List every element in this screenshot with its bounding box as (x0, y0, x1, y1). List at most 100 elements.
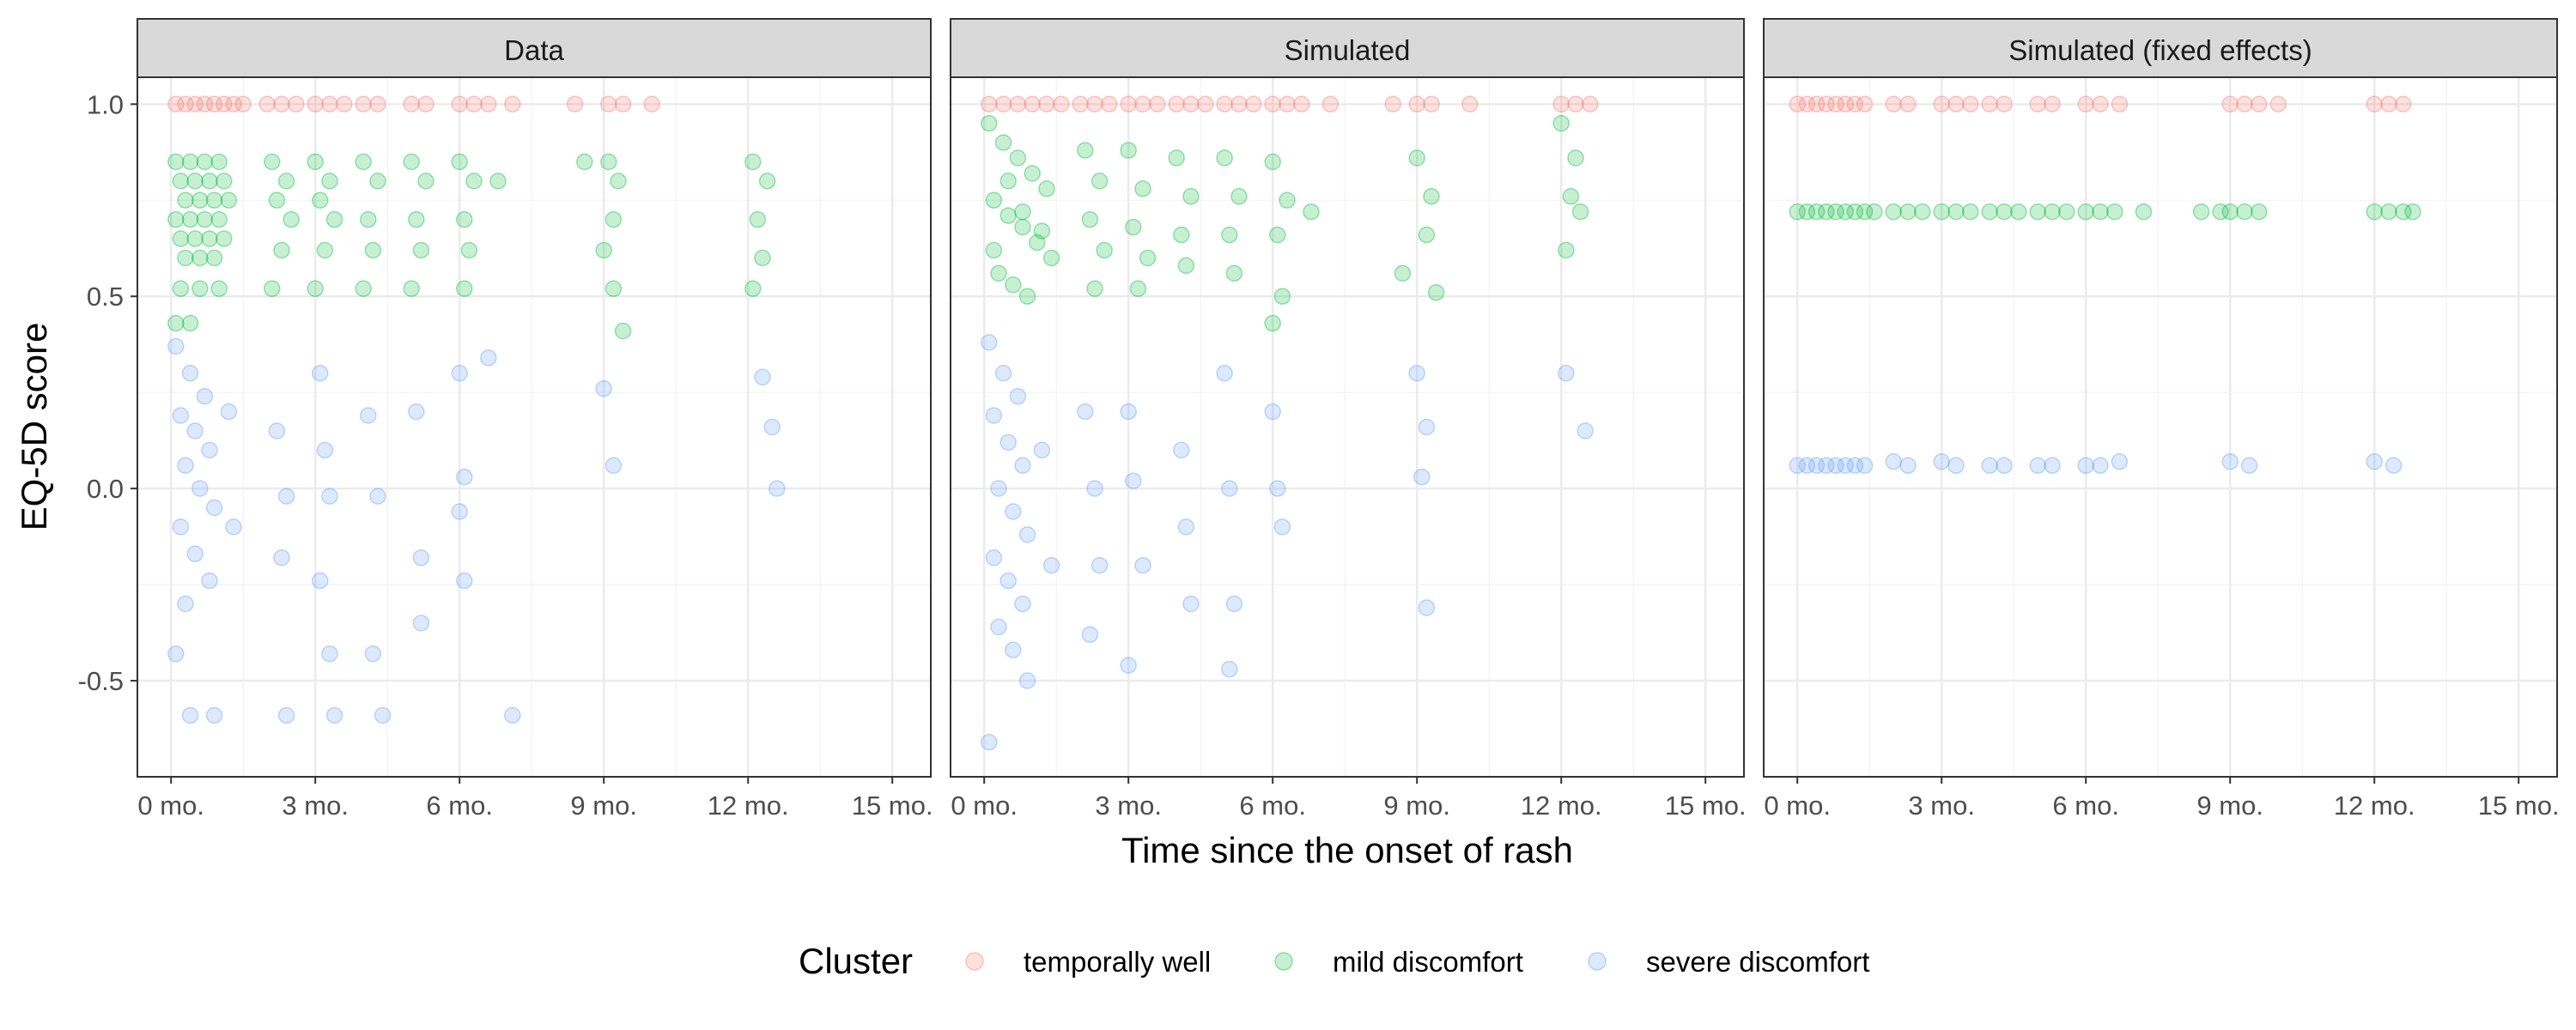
point-temporally-well (614, 95, 632, 113)
point-temporally-well (258, 95, 276, 113)
point-temporally-well (1423, 95, 1440, 113)
point-severe-discomfort (312, 572, 329, 590)
x-tick-label: 9 mo. (2196, 791, 2263, 821)
point-severe-discomfort (1885, 453, 1902, 470)
point-mild-discomfort (316, 241, 334, 259)
panel-background (137, 77, 931, 777)
point-mild-discomfort (456, 280, 473, 298)
point-temporally-well (1149, 95, 1166, 113)
x-tick-label: 12 mo. (2334, 791, 2415, 821)
point-severe-discomfort (451, 503, 468, 520)
point-severe-discomfort (1014, 457, 1031, 475)
point-temporally-well (1245, 95, 1262, 113)
point-temporally-well (417, 95, 434, 113)
point-mild-discomfort (325, 210, 343, 228)
point-temporally-well (403, 95, 420, 113)
point-mild-discomfort (167, 314, 185, 332)
point-temporally-well (1947, 95, 1965, 113)
point-severe-discomfort (1413, 468, 1431, 486)
point-mild-discomfort (1303, 203, 1320, 221)
point-mild-discomfort (1962, 203, 1979, 221)
point-mild-discomfort (1033, 222, 1051, 239)
point-mild-discomfort (1571, 203, 1589, 221)
y-tick-label: 1.0 (87, 89, 124, 119)
point-severe-discomfort (1807, 457, 1826, 475)
point-severe-discomfort (1273, 518, 1291, 536)
point-mild-discomfort (1038, 180, 1055, 197)
point-temporally-well (451, 95, 468, 113)
point-severe-discomfort (1981, 457, 1998, 475)
data-points (1789, 95, 2421, 475)
point-temporally-well (1279, 95, 1296, 113)
point-temporally-well (2269, 95, 2287, 113)
point-mild-discomfort (1552, 114, 1570, 132)
point-mild-discomfort (1899, 203, 1917, 221)
point-mild-discomfort (1885, 203, 1902, 221)
panel-border (1763, 76, 2558, 778)
point-severe-discomfort (167, 337, 185, 355)
point-mild-discomfort (1264, 153, 1281, 171)
point-severe-discomfort (273, 549, 290, 566)
strip-background (1763, 18, 2558, 78)
point-mild-discomfort (2192, 203, 2210, 221)
point-mild-discomfort (172, 280, 190, 298)
point-temporally-well (1009, 95, 1027, 113)
point-mild-discomfort (355, 280, 372, 298)
point-severe-discomfort (1789, 457, 1806, 475)
point-severe-discomfort (985, 549, 1003, 566)
strip-title: Simulated (1285, 34, 1411, 66)
point-severe-discomfort (985, 407, 1003, 424)
point-mild-discomfort (1914, 203, 1931, 221)
point-severe-discomfort (1837, 457, 1854, 475)
point-severe-discomfort (186, 422, 204, 439)
legend-key-mild-discomfort (1274, 952, 1293, 971)
y-axis: 1.0 0.5 0.0 -0.5 (78, 89, 137, 696)
point-mild-discomfort (1096, 241, 1113, 259)
point-temporally-well (321, 95, 338, 113)
gridlines (951, 77, 1744, 777)
point-mild-discomfort (1221, 226, 1238, 244)
x-tick-label: 15 mo. (1665, 791, 1747, 821)
point-mild-discomfort (205, 249, 223, 267)
point-severe-discomfort (2092, 457, 2109, 475)
point-mild-discomfort (1129, 280, 1147, 298)
point-severe-discomfort (364, 645, 382, 663)
legend-label-temporally-well: temporally well (1024, 946, 1211, 978)
x-tick-label: 0 mo. (137, 791, 204, 821)
point-temporally-well (2111, 95, 2129, 113)
point-severe-discomfort (990, 618, 1007, 636)
point-severe-discomfort (412, 549, 430, 566)
point-temporally-well (2044, 95, 2061, 113)
point-severe-discomfort (1827, 457, 1844, 475)
point-temporally-well (225, 95, 242, 113)
point-mild-discomfort (307, 153, 324, 171)
point-severe-discomfort (981, 733, 998, 751)
point-mild-discomfort (210, 153, 228, 171)
point-mild-discomfort (201, 173, 218, 190)
point-mild-discomfort (758, 173, 776, 190)
point-severe-discomfort (2111, 453, 2129, 470)
point-mild-discomfort (1856, 203, 1874, 221)
legend: Cluster temporally well mild discomfort … (799, 941, 1869, 981)
point-severe-discomfort (456, 468, 473, 486)
point-temporally-well (1101, 95, 1118, 113)
point-mild-discomfort (2395, 203, 2412, 221)
point-temporally-well (1846, 95, 1864, 113)
point-mild-discomfort (1798, 203, 1816, 221)
facet-simulated: Simulated (950, 18, 1745, 778)
panel-background (1764, 77, 2557, 777)
point-mild-discomfort (2029, 203, 2046, 221)
point-severe-discomfort (2044, 457, 2061, 475)
point-temporally-well (1818, 95, 1835, 113)
point-mild-discomfort (1408, 149, 1425, 167)
point-mild-discomfort (1216, 149, 1233, 167)
point-mild-discomfort (994, 134, 1012, 151)
point-mild-discomfort (181, 153, 199, 171)
point-mild-discomfort (460, 241, 478, 259)
point-mild-discomfort (610, 173, 627, 190)
x-tick-label: 0 mo. (951, 791, 1018, 821)
point-severe-discomfort (360, 407, 377, 424)
point-severe-discomfort (2240, 457, 2258, 475)
point-temporally-well (1837, 95, 1854, 113)
point-severe-discomfort (1558, 365, 1575, 382)
